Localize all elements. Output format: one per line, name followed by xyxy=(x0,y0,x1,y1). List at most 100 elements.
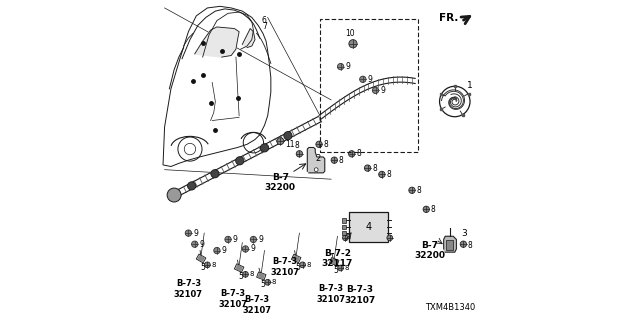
Circle shape xyxy=(460,241,467,247)
Text: 8: 8 xyxy=(431,205,435,214)
Text: 8: 8 xyxy=(250,271,254,277)
Circle shape xyxy=(205,262,211,268)
Circle shape xyxy=(191,241,198,247)
Text: 8: 8 xyxy=(339,156,344,165)
Circle shape xyxy=(214,247,220,254)
Text: 8: 8 xyxy=(387,170,391,179)
Circle shape xyxy=(243,271,248,277)
Text: B-7-3
32107: B-7-3 32107 xyxy=(344,285,375,305)
Text: B-7
32200: B-7 32200 xyxy=(265,173,296,192)
Text: 9: 9 xyxy=(367,75,372,84)
Circle shape xyxy=(167,188,181,202)
Circle shape xyxy=(338,265,344,271)
Text: 8: 8 xyxy=(272,279,276,285)
Text: 9: 9 xyxy=(250,244,255,253)
Polygon shape xyxy=(234,264,244,272)
Circle shape xyxy=(409,187,415,194)
Circle shape xyxy=(314,168,318,172)
Text: 8: 8 xyxy=(417,186,421,195)
Text: 5: 5 xyxy=(296,263,300,272)
Circle shape xyxy=(243,246,249,252)
Text: B-7-3
32107: B-7-3 32107 xyxy=(218,289,247,309)
Circle shape xyxy=(337,63,344,70)
Text: 10: 10 xyxy=(346,29,355,38)
Text: 7: 7 xyxy=(262,22,267,31)
Text: 9: 9 xyxy=(346,62,350,71)
Circle shape xyxy=(349,151,355,157)
Polygon shape xyxy=(444,236,456,252)
Text: 8: 8 xyxy=(345,265,349,271)
Text: 5: 5 xyxy=(238,272,243,281)
Text: B-7-3
32107: B-7-3 32107 xyxy=(271,257,300,277)
Bar xyxy=(342,218,346,223)
Polygon shape xyxy=(332,259,337,264)
Bar xyxy=(342,225,346,229)
Polygon shape xyxy=(236,265,242,270)
Polygon shape xyxy=(196,254,206,263)
Text: 9: 9 xyxy=(193,228,198,238)
Polygon shape xyxy=(257,272,266,280)
Text: 2: 2 xyxy=(316,154,321,163)
Circle shape xyxy=(379,171,385,178)
Text: 9: 9 xyxy=(258,235,263,244)
Bar xyxy=(342,231,346,235)
Text: 8: 8 xyxy=(356,149,361,158)
Circle shape xyxy=(296,151,303,157)
Text: 6: 6 xyxy=(262,16,267,25)
Circle shape xyxy=(300,262,305,268)
Polygon shape xyxy=(243,28,255,48)
Circle shape xyxy=(265,279,271,285)
Text: 9: 9 xyxy=(200,240,204,249)
Circle shape xyxy=(277,138,284,145)
Text: 1: 1 xyxy=(467,81,472,90)
Circle shape xyxy=(364,165,371,171)
Text: 8: 8 xyxy=(307,262,311,268)
Circle shape xyxy=(349,40,357,48)
Polygon shape xyxy=(293,256,299,261)
Circle shape xyxy=(423,206,429,212)
Circle shape xyxy=(331,157,337,163)
Text: 5: 5 xyxy=(260,280,266,289)
Text: B-7-3
32107: B-7-3 32107 xyxy=(242,295,271,315)
Text: FR.: FR. xyxy=(438,13,458,23)
Polygon shape xyxy=(195,27,239,57)
Text: B-7-3
32107: B-7-3 32107 xyxy=(317,284,346,304)
Text: 11: 11 xyxy=(285,140,294,149)
Circle shape xyxy=(387,235,392,241)
Text: 4: 4 xyxy=(365,222,371,232)
Text: B-7-3
32107: B-7-3 32107 xyxy=(174,279,203,299)
Circle shape xyxy=(342,235,348,241)
Polygon shape xyxy=(291,254,301,263)
Circle shape xyxy=(284,132,292,140)
Circle shape xyxy=(372,87,379,93)
Text: B-7
32200: B-7 32200 xyxy=(414,241,445,260)
Text: 8: 8 xyxy=(212,262,216,268)
Text: 9: 9 xyxy=(380,86,385,95)
Bar xyxy=(320,19,419,152)
Text: 8: 8 xyxy=(372,164,377,172)
Circle shape xyxy=(185,230,191,236)
Polygon shape xyxy=(198,256,204,261)
Circle shape xyxy=(250,236,257,243)
Text: 8: 8 xyxy=(323,140,328,149)
Text: 5: 5 xyxy=(200,263,205,272)
Circle shape xyxy=(211,170,219,178)
Polygon shape xyxy=(307,148,324,173)
Polygon shape xyxy=(330,258,339,266)
Text: 8: 8 xyxy=(295,141,300,150)
Circle shape xyxy=(236,157,244,165)
Text: B-7-2
32117: B-7-2 32117 xyxy=(322,249,353,268)
Text: TXM4B1340: TXM4B1340 xyxy=(425,303,476,312)
Circle shape xyxy=(188,182,196,190)
Polygon shape xyxy=(259,274,264,278)
Text: 9: 9 xyxy=(233,235,237,244)
Bar xyxy=(446,240,453,250)
Circle shape xyxy=(260,144,269,152)
Text: 9: 9 xyxy=(221,246,227,255)
Circle shape xyxy=(316,141,322,148)
Circle shape xyxy=(225,236,231,243)
Text: 3: 3 xyxy=(461,228,467,238)
Circle shape xyxy=(360,76,366,83)
Text: 5: 5 xyxy=(333,266,339,275)
FancyBboxPatch shape xyxy=(349,212,388,242)
